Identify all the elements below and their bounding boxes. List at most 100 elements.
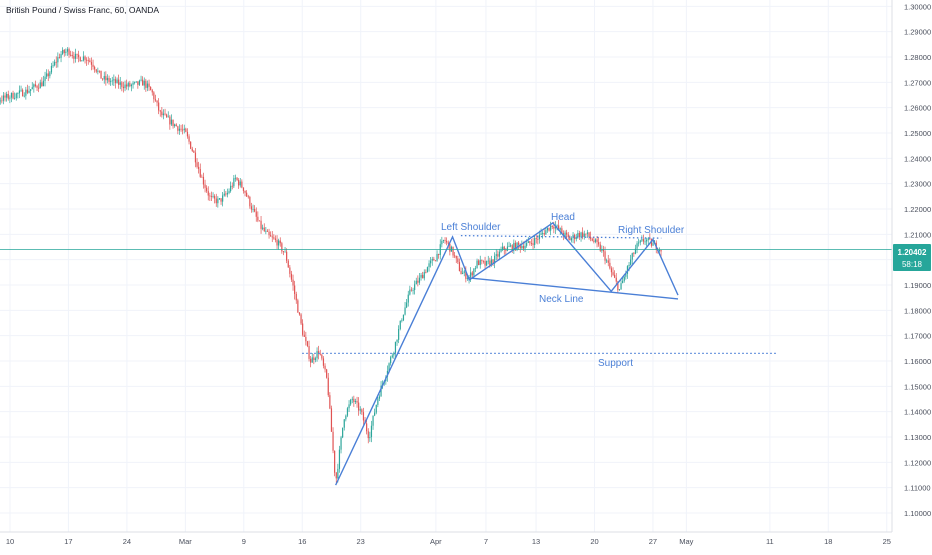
candle-body [647, 238, 649, 240]
candle-body [170, 119, 173, 125]
candle-body [478, 260, 480, 266]
candle-body [138, 80, 141, 85]
candle-body [300, 314, 302, 324]
candle-body [143, 80, 145, 86]
candle-body [79, 57, 81, 62]
candle-body [6, 93, 8, 98]
candle-body [86, 59, 88, 61]
candle-body [593, 240, 595, 242]
price-tick-label: 1.24000 [904, 154, 931, 163]
candle-body [337, 468, 339, 479]
candle-body [526, 243, 528, 246]
candle-body [590, 236, 592, 239]
candle-body [641, 239, 643, 241]
candle-body [105, 76, 107, 81]
candle-body [442, 240, 445, 242]
candle-body [521, 246, 523, 249]
candle-body [129, 83, 131, 87]
candle-body [650, 239, 653, 246]
candle-body [78, 54, 80, 58]
candle-body [214, 196, 216, 199]
candle-body [342, 427, 344, 438]
candle-body [57, 57, 59, 63]
candle-body [601, 249, 603, 251]
candle-body [598, 242, 600, 245]
candle-body [226, 192, 229, 195]
candle-body [124, 84, 126, 89]
candle-body [38, 87, 40, 89]
candle-body [497, 254, 499, 257]
candle-body [452, 246, 454, 256]
right-shoulder-label: Right Shoulder [618, 225, 685, 236]
candle-body [322, 358, 325, 366]
candle-body [63, 49, 65, 53]
candle-body [289, 267, 291, 274]
candle-body [145, 80, 147, 88]
candle-body [209, 195, 211, 197]
candle-body [487, 260, 489, 262]
candle-body [146, 83, 149, 88]
candle-body [417, 280, 419, 283]
candle-body [279, 240, 281, 244]
candle-body [12, 92, 14, 99]
candle-body [297, 300, 299, 313]
candle-body [546, 227, 549, 231]
symbol-title: British Pound / Swiss Franc, 60, OANDA [6, 5, 160, 15]
candle-body [470, 272, 472, 278]
candle-body [465, 271, 467, 279]
candle-body [118, 79, 120, 85]
candle-body [94, 66, 96, 70]
candle-body [494, 255, 496, 264]
price-tick-label: 1.23000 [904, 180, 931, 189]
price-tick-label: 1.11000 [904, 484, 931, 493]
candle-body [410, 289, 413, 291]
candle-body [425, 272, 427, 273]
price-tag-value: 1.20402 [898, 248, 927, 257]
candle-body [594, 239, 597, 242]
candle-body [617, 281, 619, 291]
neck-line-label: Neck Line [539, 294, 584, 305]
candle-body [434, 260, 437, 262]
candle-body [254, 208, 256, 212]
candle-body [370, 425, 373, 438]
shoulder-dotted-line[interactable] [460, 234, 662, 239]
candle-body [414, 284, 416, 291]
candle-body [246, 192, 248, 197]
candle-body [1, 100, 3, 102]
candle-body [633, 253, 635, 254]
candle-body [111, 80, 113, 82]
candle-body [87, 60, 89, 62]
head-and-shoulders-pattern-line[interactable] [335, 222, 679, 486]
price-tick-label: 1.22000 [904, 205, 931, 214]
candle-body [222, 195, 224, 202]
candle-body [538, 234, 541, 240]
candle-body [282, 251, 285, 253]
candle-body [273, 237, 275, 239]
candle-body [346, 408, 349, 416]
candle-body [426, 267, 429, 273]
head-label: Head [551, 212, 575, 223]
candle-body [4, 95, 6, 98]
time-tick-label: May [679, 537, 693, 546]
candle-body [348, 404, 350, 409]
candle-body [607, 260, 609, 263]
price-tick-label: 1.13000 [904, 433, 931, 442]
candle-body [334, 450, 336, 473]
price-tick-label: 1.29000 [904, 28, 931, 37]
candle-body [548, 227, 550, 231]
candle-body [206, 187, 208, 192]
neck-line[interactable] [469, 277, 679, 300]
candle-body [506, 246, 509, 251]
candle-body [153, 92, 155, 100]
candle-body [543, 233, 545, 235]
candle-body [249, 196, 251, 207]
candle-body [201, 176, 203, 178]
candle-body [391, 355, 393, 358]
candle-body [220, 198, 222, 202]
candle-body [561, 228, 563, 234]
candle-body [255, 211, 257, 217]
candle-body [183, 128, 185, 131]
candle-body [50, 65, 53, 73]
candle-body [106, 77, 109, 81]
